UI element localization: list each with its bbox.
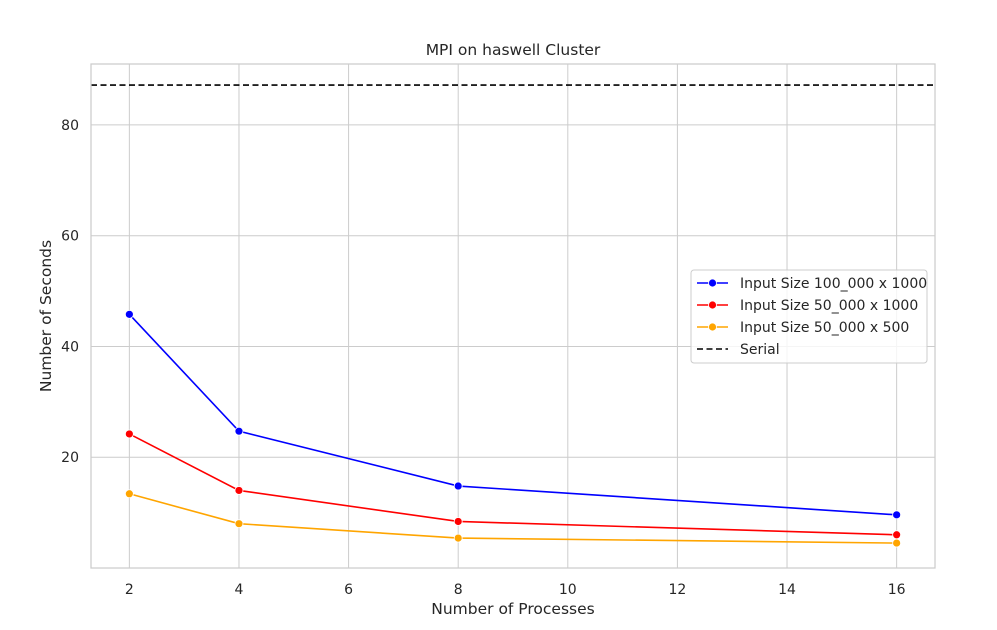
legend-label: Input Size 50_000 x 1000 [740, 298, 918, 314]
legend-entry: Serial [697, 342, 780, 358]
plot-frame [90, 63, 936, 569]
x-tick-label: 12 [669, 582, 687, 598]
legend-label: Input Size 100_000 x 1000 [740, 276, 927, 292]
data-point [124, 309, 134, 319]
series-2 [124, 429, 902, 540]
data-point [453, 533, 463, 543]
legend-marker [708, 300, 717, 310]
x-tick-label: 8 [454, 582, 463, 598]
legend-entry: Input Size 50_000 x 1000 [697, 298, 918, 314]
y-tick-label: 20 [61, 450, 79, 466]
x-axis-label: Number of Processes [431, 600, 594, 618]
x-tick-label: 14 [778, 582, 796, 598]
legend-marker [708, 322, 717, 332]
x-tick-label: 16 [888, 582, 906, 598]
data-point [892, 510, 902, 520]
series-line [128, 433, 897, 536]
x-tick-label: 2 [125, 582, 134, 598]
data-point [234, 486, 244, 495]
data-point [234, 519, 244, 529]
legend: Input Size 100_000 x 1000 Input Size 50_0… [690, 269, 928, 364]
legend-box [690, 269, 928, 364]
data-point [234, 426, 244, 436]
y-tick-label: 40 [61, 339, 79, 355]
x-tick-label: 4 [235, 582, 244, 598]
series-line [129, 493, 897, 544]
y-tick-label: 80 [61, 118, 79, 134]
series-layer [124, 309, 902, 548]
y-tick-labels: 20 40 60 80 [61, 118, 79, 466]
y-tick-label: 60 [61, 229, 79, 245]
x-tick-label: 10 [559, 582, 577, 598]
series-1 [124, 309, 902, 520]
legend-entry: Input Size 50_000 x 500 [697, 320, 909, 336]
data-point [124, 429, 134, 439]
x-tick-label: 6 [344, 582, 353, 598]
legend-label: Serial [740, 342, 780, 358]
legend-marker [708, 278, 717, 288]
series-line [128, 313, 897, 516]
data-point [892, 538, 902, 548]
legend-label: Input Size 50_000 x 500 [740, 320, 909, 336]
legend-entry: Input Size 100_000 x 1000 [697, 276, 927, 292]
data-point [124, 489, 134, 499]
x-tick-labels: 2 4 6 8 10 12 14 16 [125, 582, 906, 598]
chart-title: MPI on haswell Cluster [426, 41, 601, 59]
data-point [453, 481, 463, 491]
data-point [453, 517, 463, 526]
y-axis-label: Number of Seconds [37, 240, 55, 392]
data-point [892, 530, 902, 540]
series-3 [124, 489, 902, 548]
